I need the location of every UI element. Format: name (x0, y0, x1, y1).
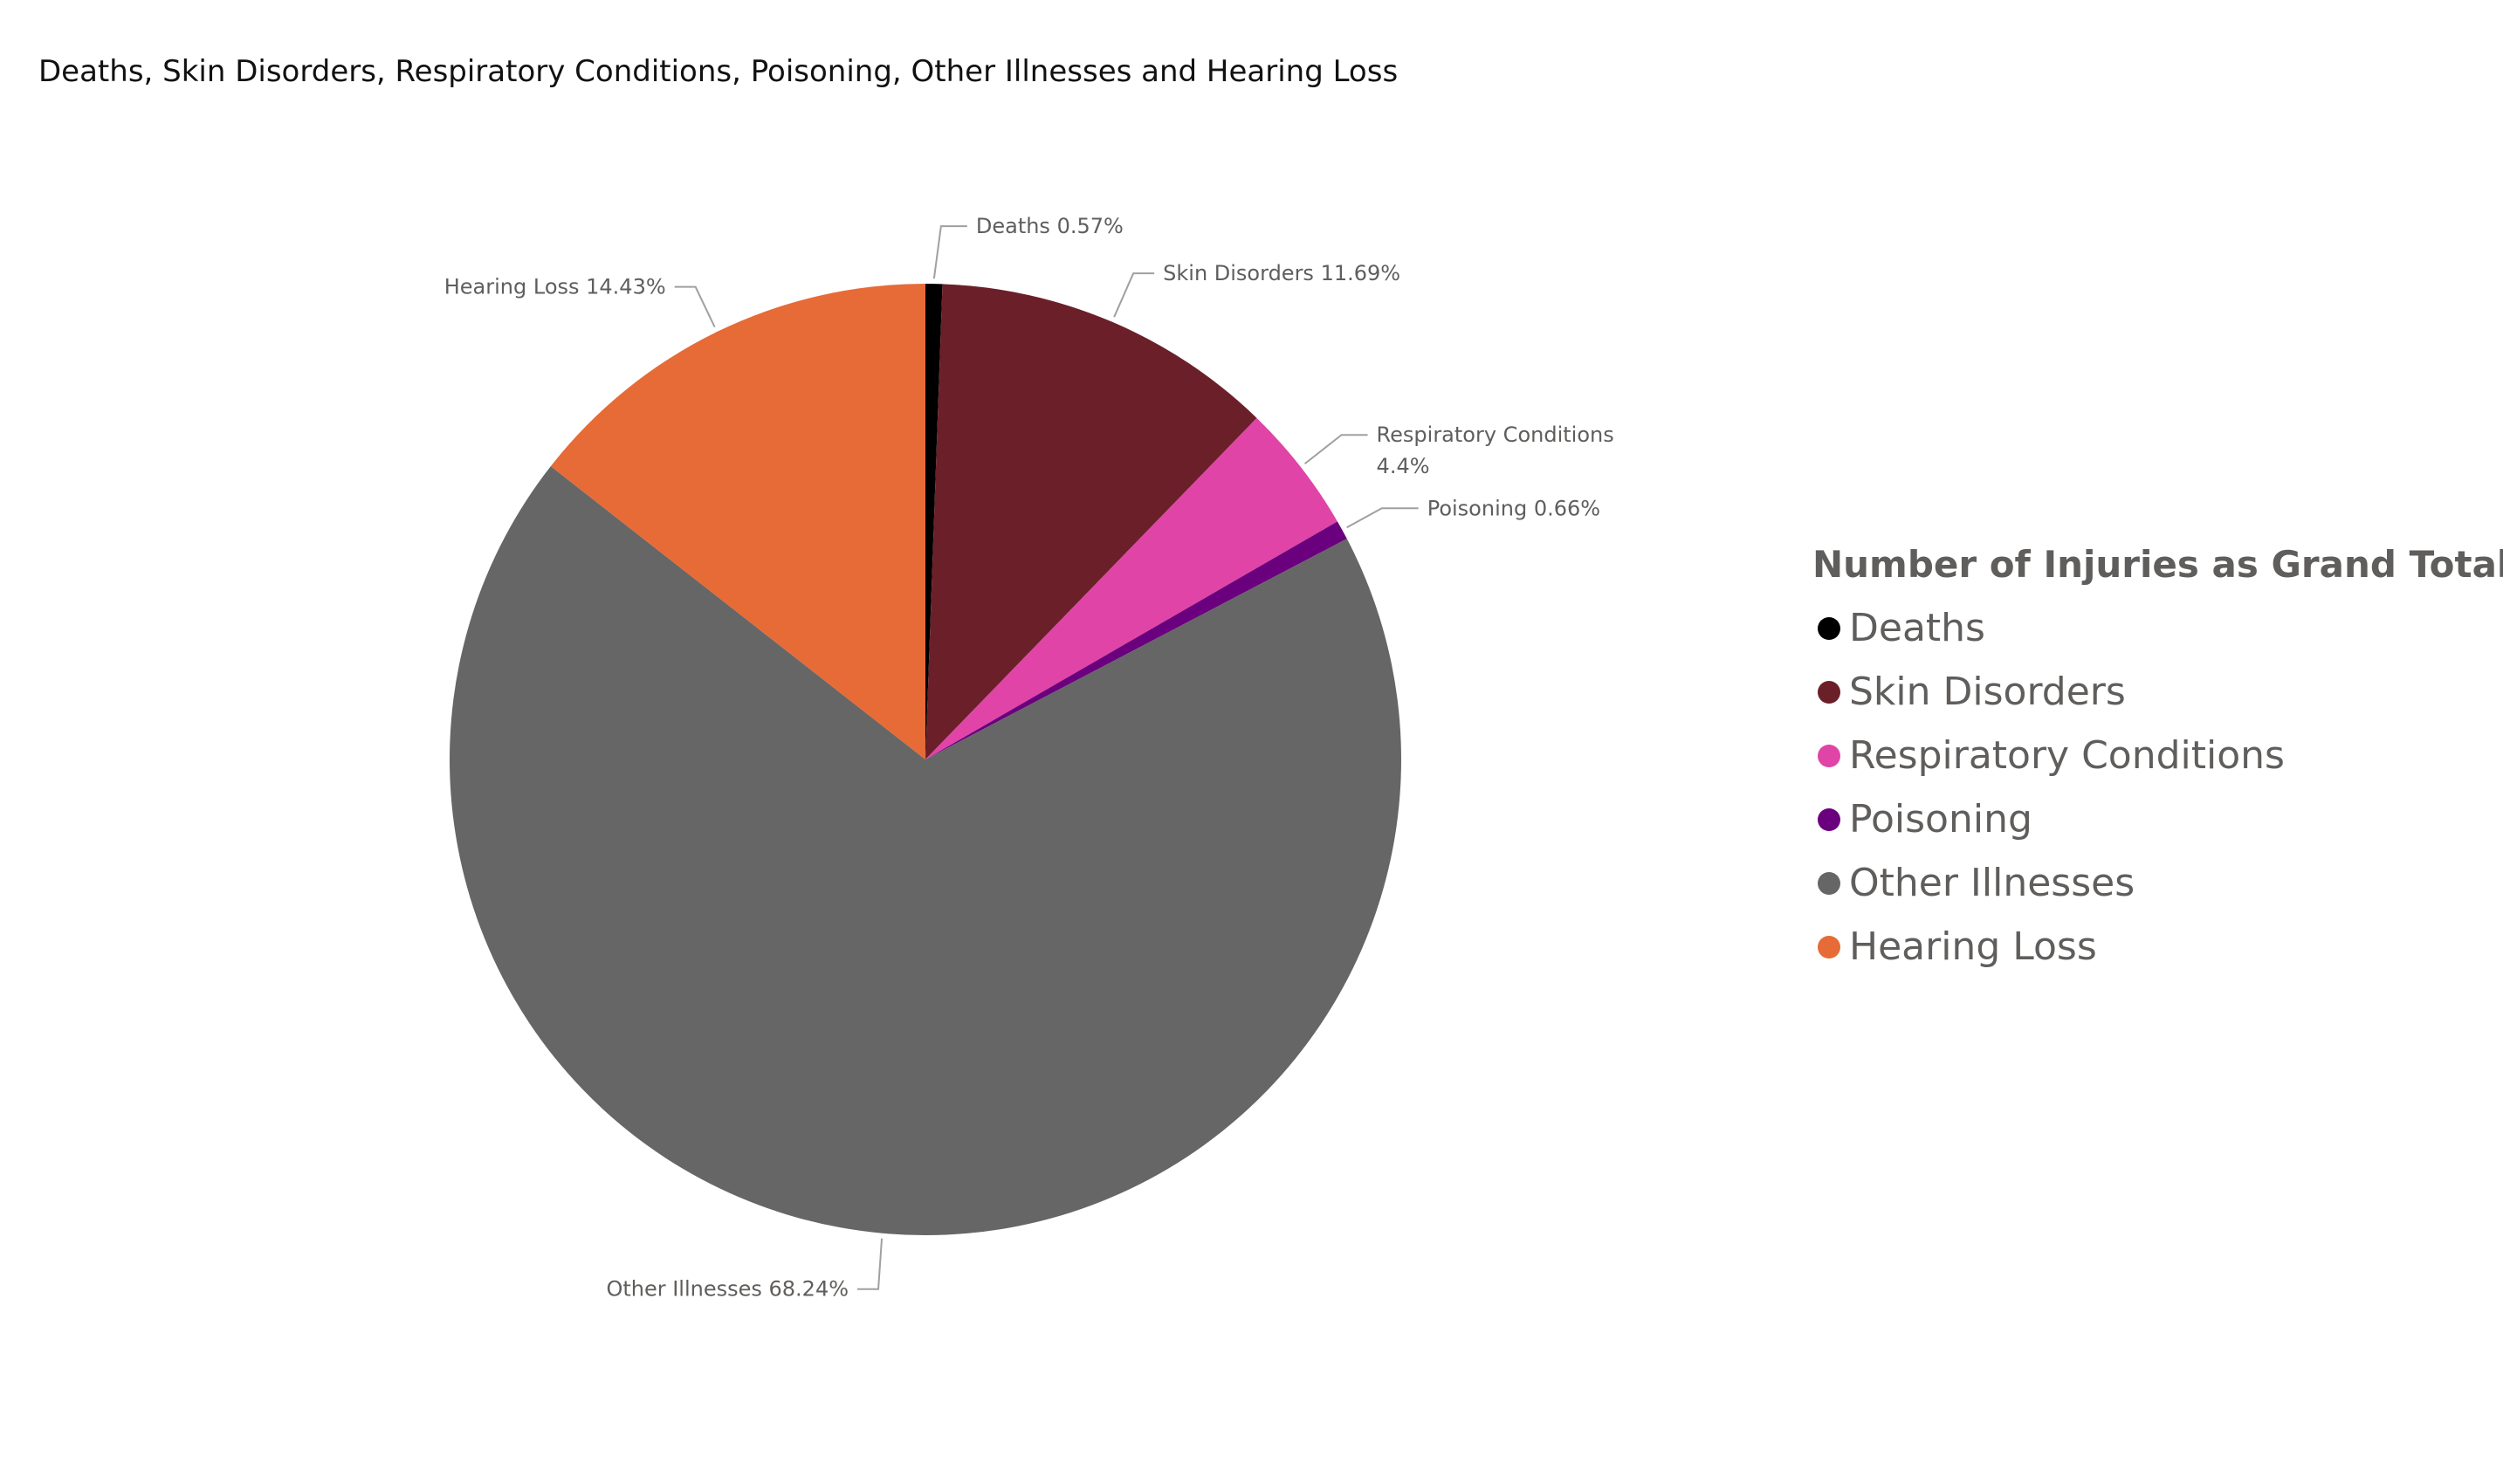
legend-swatch-poisoning (1818, 807, 1840, 831)
data-label-hearing-loss: Hearing Loss 14.43% (444, 275, 666, 299)
legend-label-hearing-loss: Hearing Loss (1849, 924, 2097, 969)
legend-swatch-hearing-loss (1818, 935, 1840, 958)
legend-label-skin-disorders: Skin Disorders (1849, 670, 2126, 714)
pie-slice-skin-disorders[interactable] (925, 284, 1257, 759)
legend-swatch-respiratory-conditions (1818, 744, 1840, 767)
data-label-respiratory-conditions: Respiratory Conditions 4.4% (1377, 423, 1614, 478)
leader-line-hearing-loss (674, 285, 716, 328)
legend-swatch-skin-disorders (1818, 680, 1840, 704)
leader-line-respiratory-conditions (1303, 434, 1368, 465)
pie-slice-hearing-loss[interactable] (550, 284, 925, 759)
legend-label-deaths: Deaths (1849, 606, 1985, 650)
data-label-deaths: Deaths 0.57% (976, 214, 1124, 238)
leader-lines (674, 225, 1419, 1290)
legend-item-skin-disorders[interactable]: Skin Disorders (1812, 660, 2503, 724)
legend-title: Number of Injuries as Grand Total (1812, 543, 2503, 586)
pie-slice-respiratory-conditions[interactable] (925, 417, 1337, 759)
legend-swatch-other-illnesses (1818, 871, 1840, 895)
legend-label-other-illnesses: Other Illnesses (1849, 861, 2135, 905)
pie-slices (450, 284, 1402, 1235)
legend-item-poisoning[interactable]: Poisoning (1812, 787, 2503, 851)
leader-line-deaths (932, 225, 967, 279)
pie-slice-poisoning[interactable] (925, 521, 1347, 759)
legend-label-poisoning: Poisoning (1849, 797, 2032, 842)
legend-item-other-illnesses[interactable]: Other Illnesses (1812, 851, 2503, 915)
data-label-skin-disorders: Skin Disorders 11.69% (1163, 261, 1400, 285)
legend-item-respiratory-conditions[interactable]: Respiratory Conditions (1812, 724, 2503, 787)
leader-line-other-illnesses (857, 1238, 884, 1290)
legend-item-hearing-loss[interactable]: Hearing Loss (1812, 915, 2503, 979)
legend-swatch-deaths (1818, 616, 1840, 640)
legend: Number of Injuries as Grand Total Deaths… (1812, 543, 2503, 979)
pie-slice-other-illnesses[interactable] (450, 466, 1402, 1235)
chart-title: Deaths, Skin Disorders, Respiratory Cond… (38, 54, 1399, 89)
leader-line-poisoning (1346, 507, 1419, 529)
data-label-poisoning: Poisoning 0.66% (1427, 496, 1600, 520)
leader-line-skin-disorders (1113, 272, 1155, 318)
legend-label-respiratory-conditions: Respiratory Conditions (1849, 733, 2285, 778)
data-label-other-illnesses: Other Illnesses 68.24% (606, 1277, 849, 1302)
data-labels: Deaths 0.57% Skin Disorders 11.69% Respira… (444, 214, 1614, 1302)
legend-items: Deaths Skin Disorders Respiratory Conditio… (1812, 596, 2503, 979)
legend-item-deaths[interactable]: Deaths (1812, 596, 2503, 660)
pie-slice-deaths[interactable] (925, 284, 943, 759)
